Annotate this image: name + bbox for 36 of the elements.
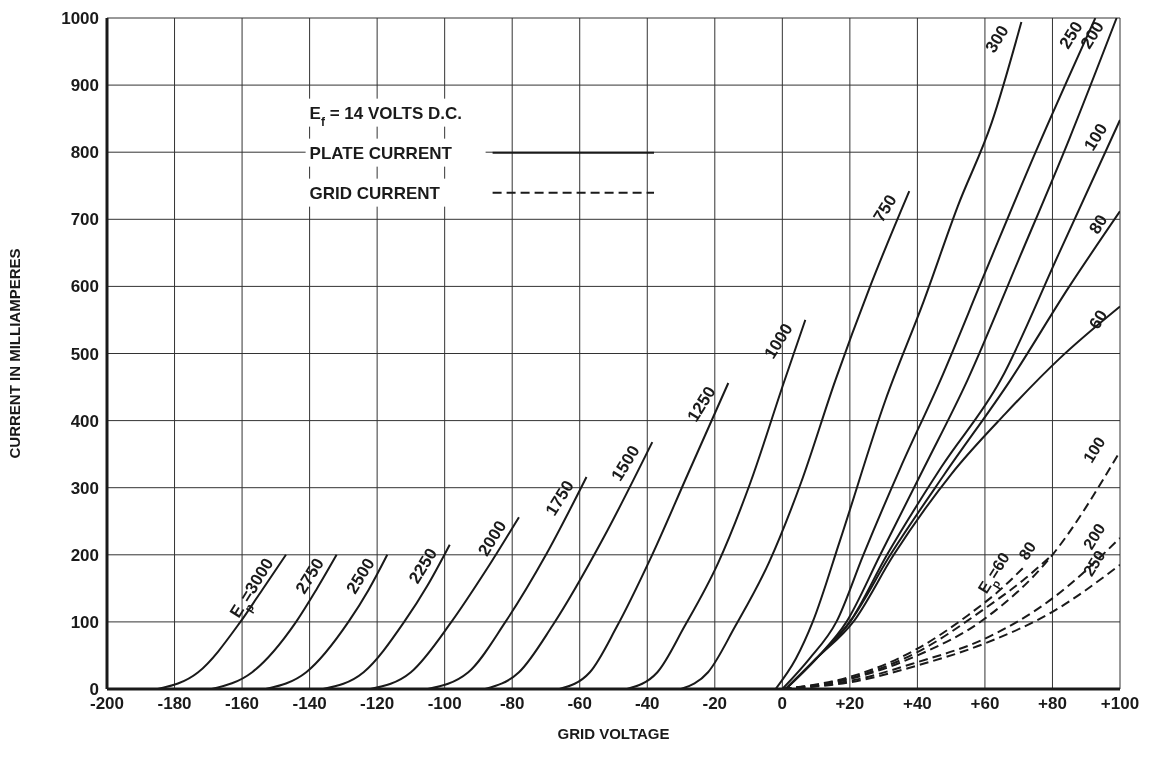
y-axis-title: CURRENT IN MILLIAMPERES — [6, 248, 24, 459]
y-tick-label: 100 — [70, 612, 99, 632]
x-tick-label: -40 — [634, 694, 660, 714]
y-tick-label: 600 — [70, 277, 99, 297]
text: 80 — [1015, 538, 1040, 563]
annotation: GRID CURRENT — [309, 183, 441, 203]
text: 750 — [869, 191, 901, 226]
x-axis-title: GRID VOLTAGE — [557, 725, 670, 742]
x-tick-label: -60 — [567, 694, 593, 714]
y-tick-label: 500 — [70, 344, 99, 364]
x-tick-label: +100 — [1100, 694, 1140, 714]
x-tick-label: -140 — [292, 694, 327, 714]
y-tick-label: 200 — [70, 545, 99, 565]
text: 80 — [1085, 211, 1112, 238]
x-tick-label: +80 — [1038, 694, 1067, 714]
x-tick-label: -80 — [499, 694, 525, 714]
x-tick-label: -120 — [360, 694, 395, 714]
text: 100 — [1080, 120, 1112, 155]
annotation: PLATE CURRENT — [309, 143, 453, 163]
y-tick-label: 400 — [70, 411, 99, 431]
x-tick-label: -20 — [702, 694, 728, 714]
x-tick-label: +60 — [970, 694, 1000, 714]
y-tick-label: 700 — [70, 210, 99, 230]
x-tick-label: +20 — [835, 694, 865, 714]
x-tick-label: 0 — [777, 694, 788, 714]
x-tick-label: -180 — [157, 694, 192, 714]
y-tick-label: 300 — [70, 478, 99, 498]
text: 100 — [1079, 433, 1109, 466]
annotation: E$_{f}$ = 14 VOLTS D.C. — [309, 103, 463, 129]
x-tick-label: +40 — [902, 694, 932, 714]
x-tick-label: -160 — [225, 694, 260, 714]
y-tick-label: 900 — [70, 76, 99, 96]
x-tick-label: -100 — [427, 694, 462, 714]
text: 300 — [981, 22, 1013, 57]
y-tick-label: 1000 — [61, 9, 99, 29]
y-tick-label: 800 — [70, 143, 99, 163]
